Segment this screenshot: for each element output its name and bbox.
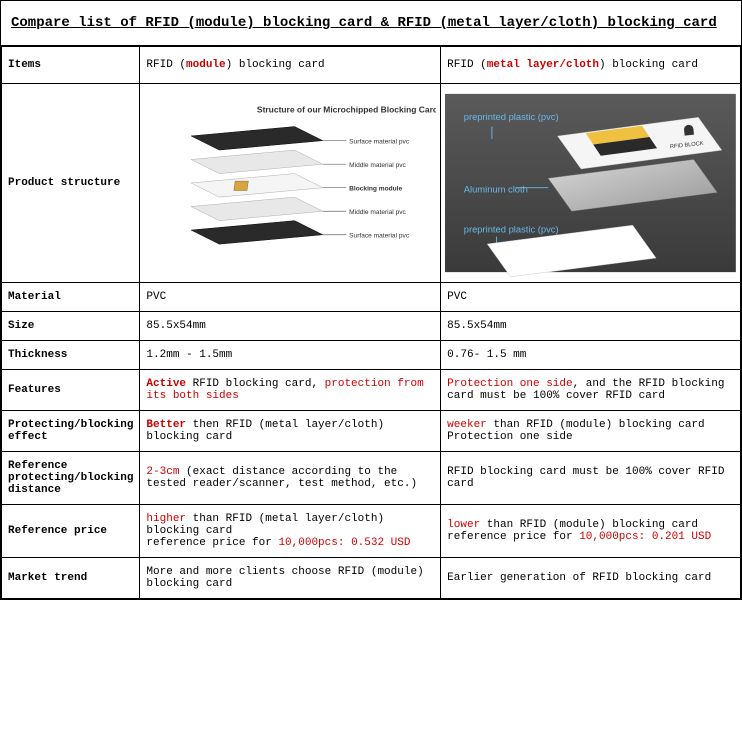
highlight: Better [146, 419, 186, 431]
cell-value: lower than RFID (module) blocking card r… [441, 505, 741, 558]
cell-value: Better then RFID (metal layer/cloth) blo… [140, 411, 441, 452]
diagram-module: Structure of our Microchipped Blocking C… [140, 84, 441, 283]
row-label: Reference price [2, 505, 140, 558]
table-body: Items RFID (module) blocking card RFID (… [1, 46, 741, 599]
diagram-metal: preprinted plastic (pvc) Aluminum cloth … [441, 84, 741, 283]
table-row: Items RFID (module) blocking card RFID (… [2, 47, 741, 84]
text: RFID ( [146, 59, 186, 71]
header-col-b: RFID (metal layer/cloth) blocking card [441, 47, 741, 84]
header-items: Items [2, 47, 140, 84]
table-row: Features Active RFID blocking card, prot… [2, 370, 741, 411]
highlight: Active [146, 378, 186, 390]
layer-label: Surface material pvc [350, 233, 411, 240]
row-label: Protecting/blocking effect [2, 411, 140, 452]
row-label: Features [2, 370, 140, 411]
text: (exact distance according to the tested … [146, 466, 417, 490]
highlight: 10,000pcs: 0.532 USD [278, 537, 410, 549]
header-col-a: RFID (module) blocking card [140, 47, 441, 84]
diagram-title: Structure of our Microchipped Blocking C… [257, 104, 436, 114]
layer-label: Middle material pvc [350, 162, 407, 169]
cell-value: 2-3cm (exact distance according to the t… [140, 452, 441, 505]
layer-label: Middle material pvc [350, 209, 407, 216]
layer-label: preprinted plastic (pvc) [464, 112, 559, 122]
text: than RFID (module) blocking card [480, 519, 698, 531]
highlight: module [186, 59, 226, 71]
highlight: lower [447, 519, 480, 531]
table-row: Size 85.5x54mm 85.5x54mm [2, 312, 741, 341]
text: than RFID (module) blocking card [487, 419, 705, 431]
cell-value: 85.5x54mm [441, 312, 741, 341]
cell-value: 0.76- 1.5 mm [441, 341, 741, 370]
cell-value: PVC [441, 283, 741, 312]
row-label: Material [2, 283, 140, 312]
table-row: Product structure Structure of our Micro… [2, 84, 741, 283]
text: reference price for [146, 537, 278, 549]
text: RFID ( [447, 59, 487, 71]
cell-value: weeker than RFID (module) blocking card … [441, 411, 741, 452]
cell-value: higher than RFID (metal layer/cloth) blo… [140, 505, 441, 558]
cell-value: 1.2mm - 1.5mm [140, 341, 441, 370]
layer-label: Blocking module [350, 186, 403, 193]
metal-structure-diagram: preprinted plastic (pvc) Aluminum cloth … [445, 88, 736, 278]
highlight: higher [146, 513, 186, 525]
table-row: Market trend More and more clients choos… [2, 558, 741, 599]
table-row: Protecting/blocking effect Better then R… [2, 411, 741, 452]
highlight: 2-3cm [146, 466, 179, 478]
row-label: Market trend [2, 558, 140, 599]
cell-value: Active RFID blocking card, protection fr… [140, 370, 441, 411]
cell-value: 85.5x54mm [140, 312, 441, 341]
layer-label: Surface material pvc [350, 138, 411, 145]
table-row: Material PVC PVC [2, 283, 741, 312]
highlight: 10,000pcs: 0.201 USD [579, 531, 711, 543]
text: ) blocking card [599, 59, 698, 71]
text: Protection one side [447, 431, 572, 443]
text: ) blocking card [226, 59, 325, 71]
cell-value: Earlier generation of RFID blocking card [441, 558, 741, 599]
highlight: Protection one side [447, 378, 572, 390]
cell-value: More and more clients choose RFID (modul… [140, 558, 441, 599]
module-structure-diagram: Structure of our Microchipped Blocking C… [144, 88, 436, 278]
highlight: weeker [447, 419, 487, 431]
comparison-table: Compare list of RFID (module) blocking c… [0, 0, 742, 600]
text: reference price for [447, 531, 579, 543]
table-row: Reference protecting/blocking distance 2… [2, 452, 741, 505]
layer-label: preprinted plastic (pvc) [464, 225, 559, 235]
layer-label: Aluminum cloth [464, 184, 528, 194]
text: RFID blocking card, [186, 378, 325, 390]
cell-value: PVC [140, 283, 441, 312]
row-label: Reference protecting/blocking distance [2, 452, 140, 505]
highlight: metal layer/cloth [487, 59, 599, 71]
cell-value: RFID blocking card must be 100% cover RF… [441, 452, 741, 505]
row-label: Size [2, 312, 140, 341]
page-title: Compare list of RFID (module) blocking c… [1, 1, 741, 46]
row-label: Product structure [2, 84, 140, 283]
cell-value: Protection one side, and the RFID blocki… [441, 370, 741, 411]
table-row: Thickness 1.2mm - 1.5mm 0.76- 1.5 mm [2, 341, 741, 370]
row-label: Thickness [2, 341, 140, 370]
table-row: Reference price higher than RFID (metal … [2, 505, 741, 558]
